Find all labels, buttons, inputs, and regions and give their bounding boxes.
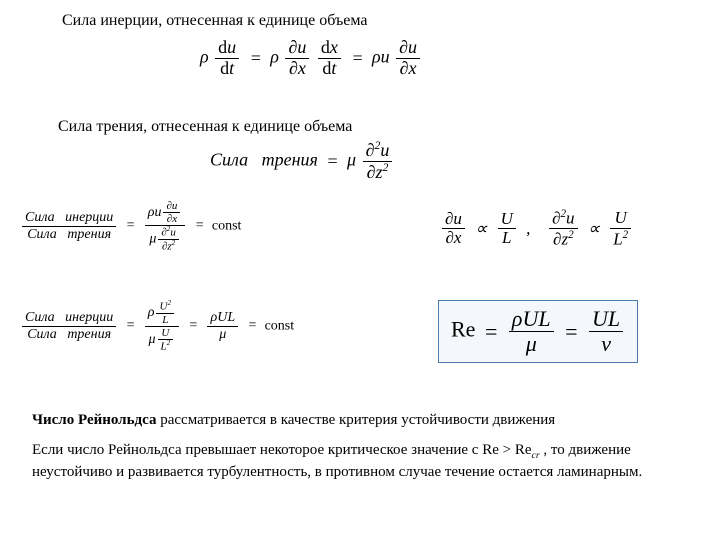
equation-ratio-2: Сила инерции Сила трения = ρ U2 L μ U L2…	[20, 300, 294, 353]
equation-proportional: ∂u ∂x ∝ U L , ∂2u ∂z2 ∝ U L2	[440, 208, 633, 250]
heading-friction: Сила трения, отнесенная к единице объема	[58, 118, 352, 136]
paragraph-reynolds: Число Рейнольдса рассматривается в качес…	[32, 410, 692, 430]
equation-inertia: ρ du dt = ρ ∂u ∂x dx dt = ρu ∂u ∂x	[200, 38, 422, 79]
rho-symbol: ρ	[200, 46, 209, 66]
equation-reynolds-box: Re = ρUL μ = UL ν	[438, 300, 638, 363]
equation-ratio-1: Сила инерции Сила трения = ρu ∂u ∂x μ ∂2…	[20, 200, 241, 253]
heading-inertia: Сила инерции, отнесенная к единице объем…	[62, 12, 367, 30]
reynolds-bold: Число Рейнольдса	[32, 412, 156, 428]
equation-friction: Сила трения = μ ∂2u ∂z2	[210, 140, 394, 183]
paragraph-critical: Если число Рейнольдса превышает некоторо…	[32, 440, 692, 482]
